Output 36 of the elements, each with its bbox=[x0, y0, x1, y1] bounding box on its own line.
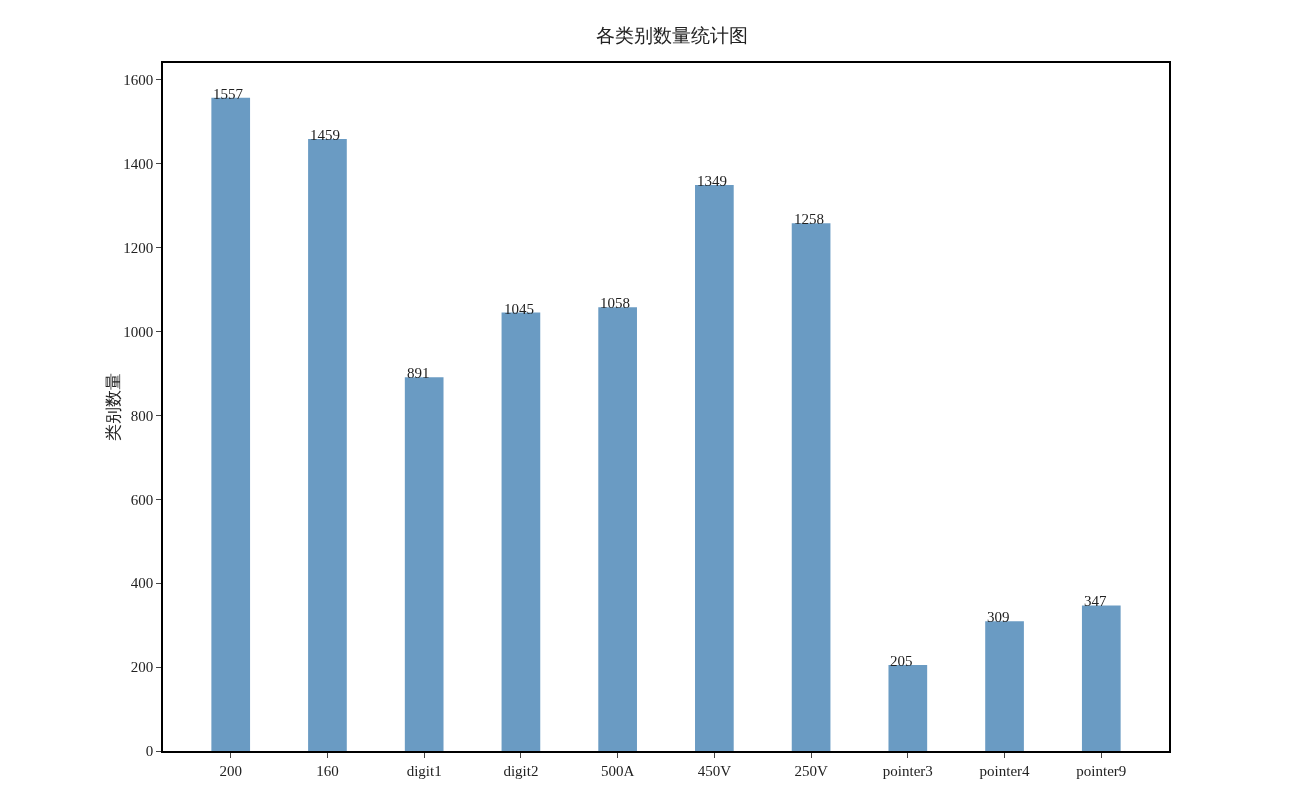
y-tick-label: 1600 bbox=[123, 72, 154, 89]
y-tick-label: 1000 bbox=[123, 323, 154, 340]
bar bbox=[501, 312, 541, 751]
x-tick-label: 160 bbox=[316, 762, 339, 779]
y-tick-label: 800 bbox=[130, 407, 154, 424]
bar bbox=[211, 97, 251, 751]
bar bbox=[1081, 605, 1121, 751]
x-tick-label: 200 bbox=[219, 762, 242, 779]
y-tick-label: 1200 bbox=[123, 239, 154, 256]
data-label: 309 bbox=[987, 609, 1010, 625]
x-tick-label: 500A bbox=[600, 762, 635, 779]
bar bbox=[404, 377, 444, 751]
bar bbox=[985, 621, 1024, 751]
x-tick-label: pointer9 bbox=[1076, 762, 1127, 779]
x-tick-label: digit2 bbox=[503, 762, 539, 779]
x-tick-label: pointer4 bbox=[979, 762, 1031, 779]
y-tick-label: 200 bbox=[130, 659, 154, 676]
x-tick-label: digit1 bbox=[406, 762, 442, 779]
data-label: 1258 bbox=[794, 211, 824, 227]
bar bbox=[791, 223, 831, 751]
y-tick-label: 1400 bbox=[123, 155, 154, 172]
y-tick-label: 600 bbox=[130, 491, 154, 508]
bar bbox=[598, 307, 637, 751]
data-label: 1058 bbox=[600, 295, 630, 311]
data-label: 347 bbox=[1084, 593, 1107, 609]
y-axis-title: 类别数量 bbox=[103, 373, 123, 441]
y-tick-label: 400 bbox=[130, 575, 154, 592]
bar bbox=[888, 665, 928, 751]
bar bbox=[695, 185, 734, 751]
chart-title: 各类别数量统计图 bbox=[596, 24, 749, 46]
bar bbox=[308, 138, 347, 751]
y-tick-label: 0 bbox=[145, 743, 154, 760]
x-tick-label: 450V bbox=[697, 762, 732, 779]
x-tick-label: 250V bbox=[794, 762, 828, 779]
data-label: 891 bbox=[407, 365, 430, 381]
x-tick-label: pointer3 bbox=[882, 762, 933, 779]
